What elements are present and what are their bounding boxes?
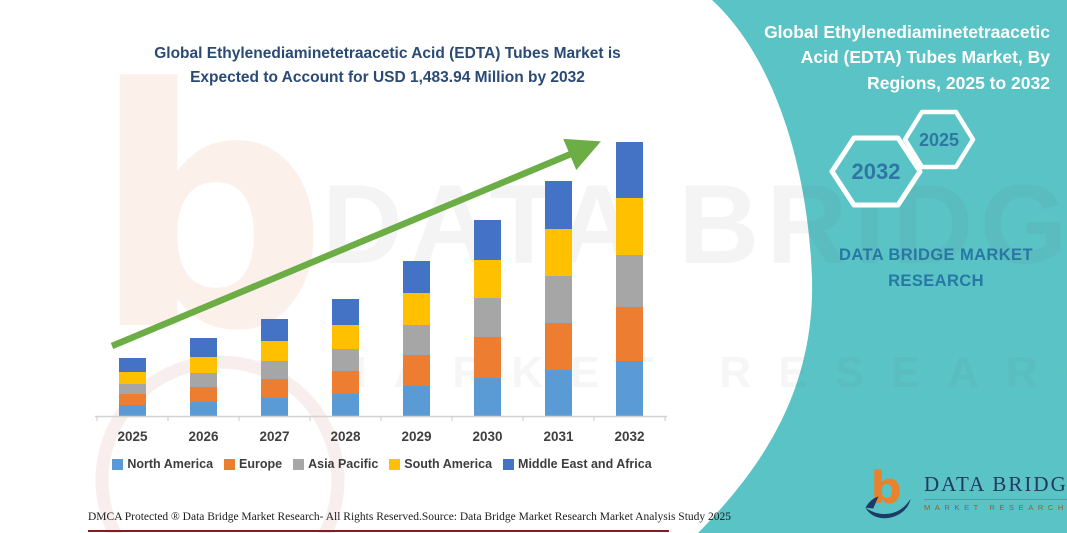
chart-title: Global Ethylenediaminetetraacetic Acid (… [105,42,670,90]
year-hexagons: 2032 2025 [829,109,976,208]
bar-segment-europe-2029 [403,355,430,387]
legend-label: South America [404,457,493,471]
bar-segment-europe-2027 [261,379,288,399]
bar-segment-middle-east-and-africa-2028 [332,298,359,325]
footer-source-text: Source: Data Bridge Market Research Mark… [421,511,732,523]
legend-label: North America [127,457,214,471]
bar-segment-asia-pacific-2025 [119,384,146,395]
bar-segment-asia-pacific-2028 [332,348,359,371]
bar-segment-middle-east-and-africa-2025 [119,358,146,373]
bar-segment-middle-east-and-africa-2026 [190,337,217,357]
bar-segment-asia-pacific-2032 [616,254,643,308]
bar-segment-north-america-2030 [474,377,501,416]
footer: DMCA Protected ® Data Bridge Market Rese… [88,511,731,523]
bar-segment-middle-east-and-africa-2032 [616,142,643,198]
bottom-red-rule [88,530,669,532]
x-axis-label-2027: 2027 [259,429,290,444]
x-axis-label-2032: 2032 [614,429,645,444]
bar-segment-asia-pacific-2031 [545,275,572,323]
x-axis-label-2025: 2025 [117,429,148,444]
logo-subtitle: MARKET RESEARCH [924,503,1067,512]
chart-title-line1: Global Ethylenediaminetetraacetic Acid (… [154,45,621,62]
bar-segment-asia-pacific-2027 [261,361,288,380]
watermark-marketresearch-text: MARKET RESEARCH [330,348,1067,397]
watermark-logo-b-icon: b [92,19,329,403]
footer-dmca-text: DMCA Protected ® Data Bridge Market Rese… [88,511,422,523]
bar-segment-middle-east-and-africa-2031 [545,180,572,229]
x-axis-label-2031: 2031 [543,429,574,444]
hexagon-2032-icon [829,135,923,208]
bar-segment-south-america-2026 [190,356,217,373]
bar-segment-europe-2028 [332,370,359,395]
watermark-circle-icon [95,355,345,533]
legend-swatch-icon [389,458,401,470]
bar-segment-north-america-2031 [545,370,572,416]
legend-label: Europe [239,457,283,471]
legend-item-asia-pacific: Asia Pacific [293,457,378,471]
databridge-logo-icon: b [865,463,911,519]
bar-segment-south-america-2027 [261,341,288,362]
logo-title: DATA BRIDGE [924,472,1067,500]
bar-segment-south-america-2032 [616,197,643,255]
hexagon-2025-icon [902,109,976,170]
chart-title-line2: Expected to Account for USD 1,483.94 Mil… [190,69,585,87]
legend-item-north-america: North America [112,457,213,471]
bar-segment-south-america-2031 [545,228,572,276]
legend-label: Asia Pacific [308,457,379,471]
bar-segment-south-america-2025 [119,372,146,385]
hexagon-2032-label: 2032 [852,159,901,184]
legend-swatch-icon [224,458,236,470]
panel-title: Global Ethylenediaminetetraacetic Acid (… [764,22,1050,93]
legend-item-middle-east-and-africa: Middle East and Africa [503,457,652,471]
legend-item-europe: Europe [224,457,282,471]
bar-segment-south-america-2030 [474,259,501,298]
bar-segment-asia-pacific-2026 [190,372,217,387]
brand-text: DATA BRIDGE MARKET RESEARCH [839,246,1033,290]
bar-segment-asia-pacific-2030 [474,298,501,337]
x-axis-label-2028: 2028 [330,429,361,444]
bar-segment-europe-2031 [545,322,572,371]
teal-panel-path [698,0,1067,533]
x-axis-label-2029: 2029 [401,429,432,444]
bar-segment-europe-2025 [119,394,146,405]
bar-segment-south-america-2028 [332,324,359,349]
bar-segment-north-america-2029 [403,386,430,416]
bar-segment-north-america-2025 [119,404,146,416]
legend-swatch-icon [293,458,305,470]
x-axis-label-2030: 2030 [472,429,503,444]
bar-segment-europe-2032 [616,307,643,361]
bar-segment-north-america-2027 [261,398,288,416]
legend-swatch-icon [503,458,515,470]
bar-segment-north-america-2026 [190,401,217,416]
chart-legend: North America Europe Asia Pacific South Ame… [88,457,676,471]
legend-swatch-icon [112,458,124,470]
bar-segment-middle-east-and-africa-2029 [403,261,430,294]
databridge-logo: b DATA BRIDGE MARKET RESEARCH [862,462,1067,522]
svg-text:b: b [871,463,902,513]
bar-segment-middle-east-and-africa-2030 [474,219,501,260]
bar-segment-middle-east-and-africa-2027 [261,319,288,342]
bar-segment-north-america-2032 [616,360,643,416]
bar-segment-south-america-2029 [403,293,430,326]
legend-item-south-america: South America [389,457,492,471]
bar-segment-europe-2030 [474,336,501,378]
bar-segment-asia-pacific-2029 [403,325,430,356]
bar-segment-europe-2026 [190,387,217,402]
hexagon-2025-label: 2025 [919,130,959,150]
legend-label: Middle East and Africa [518,457,652,471]
x-axis-label-2026: 2026 [188,429,219,444]
bar-segment-north-america-2028 [332,394,359,416]
